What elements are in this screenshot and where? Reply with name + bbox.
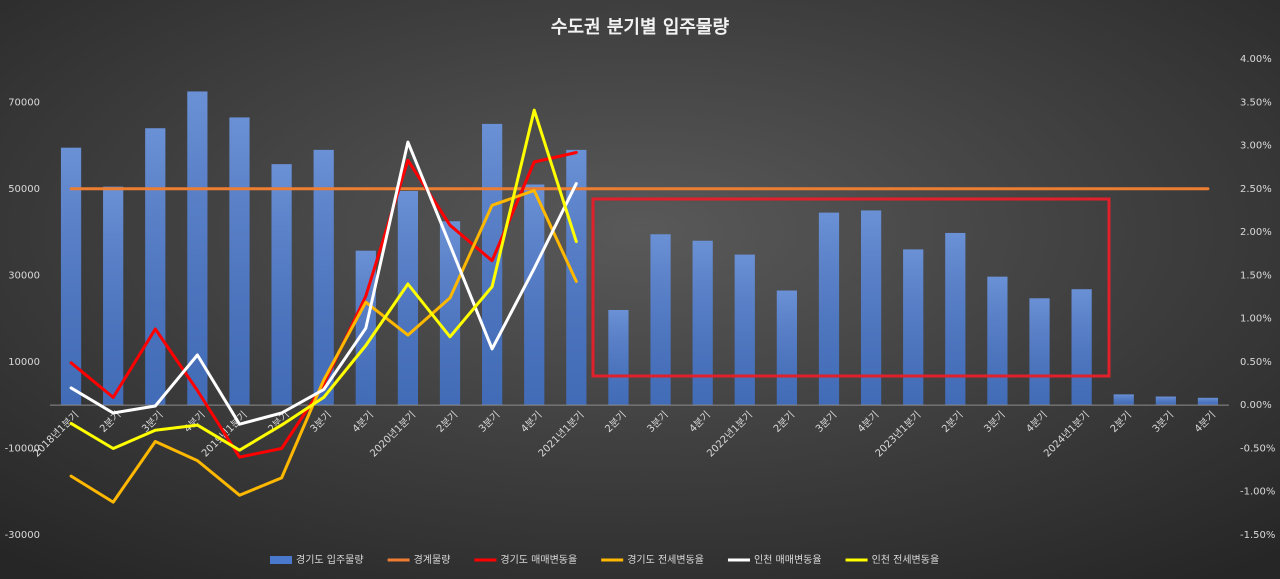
highlight-box [591,197,1111,378]
y2-tick-label: 1.50% [1240,270,1272,281]
legend-label: 경기도 입주물량 [296,553,364,566]
bar-shade [229,117,250,406]
bar-shade [650,234,671,406]
bar-shade [860,210,882,406]
bar-shade [608,309,629,406]
legend-label: 경기도 매매변동율 [500,553,577,566]
y-tick-label: -10000 [5,443,40,454]
legend-label: 인천 매매변동율 [754,554,822,566]
y-tick-label: 10000 [8,357,40,368]
bar-shade [271,164,292,406]
y2-tick-label: 3.50% [1240,97,1272,108]
bar-shade [692,240,713,406]
y-tick-label: -30000 [5,530,40,541]
line [69,108,578,452]
bar-shade [566,149,587,406]
y2-tick-label: 4.00% [1240,54,1272,65]
y2-tick-label: 2.50% [1240,184,1272,195]
legend-label: 인천 전세변동율 [872,554,940,566]
line [69,140,578,426]
y2-tick-label: -1.00% [1240,487,1275,498]
y-tick-label: 70000 [8,97,40,108]
bar-shade [145,128,166,406]
bar-shade [1029,298,1050,406]
bar-shade [1155,396,1176,406]
bar-shade [482,123,503,406]
bar-shade [945,232,966,406]
bar-shade [776,290,797,406]
legend-label: 경계물량 [414,553,451,566]
bar-shade [818,212,840,406]
y2-tick-label: 0.00% [1240,400,1272,411]
bar-shade [987,276,1008,406]
bar-shade [313,149,334,406]
y2-tick-label: 1.00% [1240,314,1272,325]
y2-tick-label: 3.00% [1240,141,1272,152]
chart-title: 수도권 분기별 입주물량 [551,16,730,38]
bar-shade [734,254,755,406]
bar-shade [60,147,82,406]
line [69,189,578,504]
bar-shade [397,190,419,406]
bar-shade [187,91,208,406]
bar-shade [903,249,924,406]
bar-shade [103,186,124,406]
y2-tick-label: -1.50% [1240,530,1275,541]
bar-shade [439,221,461,406]
bar-shade [524,184,545,406]
line [69,151,578,459]
y-tick-label: 50000 [8,184,40,195]
y2-tick-label: -0.50% [1240,443,1275,454]
legend-label: 경기도 전세변동율 [627,553,704,566]
y-tick-label: 30000 [8,270,40,281]
bar-shade [1071,289,1092,406]
legend-swatch [270,556,292,564]
y2-tick-label: 2.00% [1240,227,1272,238]
bar-shade [1113,394,1134,406]
bar-shade [1197,397,1219,406]
y2-tick-label: 0.50% [1240,357,1272,368]
